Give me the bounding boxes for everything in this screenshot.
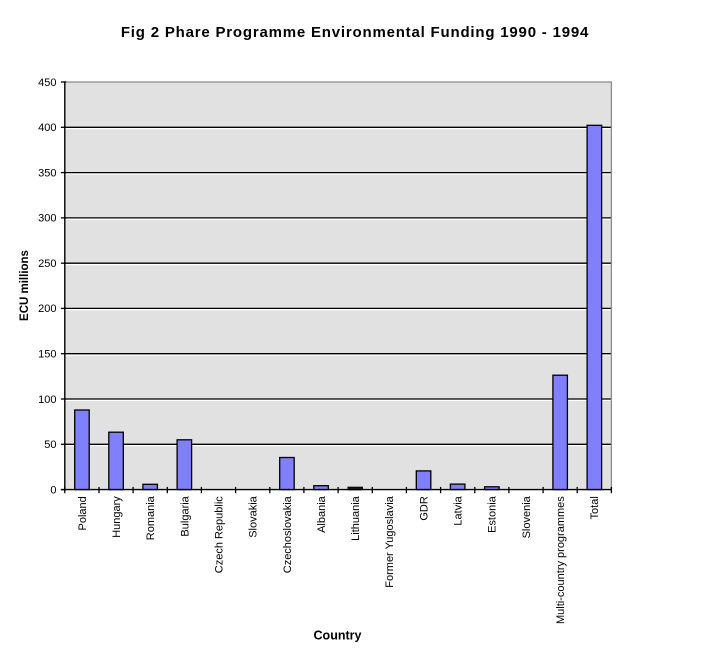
svg-text:Latvia: Latvia bbox=[453, 495, 465, 525]
svg-text:250: 250 bbox=[38, 258, 56, 270]
svg-text:300: 300 bbox=[38, 213, 56, 225]
svg-text:Slovakia: Slovakia bbox=[248, 495, 260, 537]
svg-text:Multi-country programmes: Multi-country programmes bbox=[555, 496, 567, 624]
svg-text:Czech Republic: Czech Republic bbox=[213, 496, 225, 574]
svg-text:150: 150 bbox=[38, 349, 56, 361]
svg-text:Czechoslovakia: Czechoslovakia bbox=[282, 495, 294, 573]
svg-text:Lithuania: Lithuania bbox=[350, 495, 362, 541]
svg-text:GDR: GDR bbox=[418, 496, 430, 521]
svg-text:Total: Total bbox=[589, 496, 601, 519]
svg-text:50: 50 bbox=[44, 439, 56, 451]
svg-text:Slovenia: Slovenia bbox=[521, 495, 533, 538]
svg-text:Country: Country bbox=[314, 628, 362, 642]
svg-text:400: 400 bbox=[38, 122, 56, 134]
svg-text:100: 100 bbox=[38, 394, 56, 406]
svg-text:Former Yugoslavia: Former Yugoslavia bbox=[384, 495, 396, 587]
svg-text:Hungary: Hungary bbox=[111, 496, 123, 538]
svg-text:200: 200 bbox=[38, 303, 56, 315]
svg-text:Fig 2 Phare Programme Environm: Fig 2 Phare Programme Environmental Fund… bbox=[121, 24, 589, 41]
svg-text:Estonia: Estonia bbox=[487, 495, 499, 533]
svg-text:Bulgaria: Bulgaria bbox=[179, 495, 191, 536]
svg-text:Albania: Albania bbox=[316, 495, 328, 533]
svg-text:Romania: Romania bbox=[145, 495, 157, 540]
svg-text:0: 0 bbox=[50, 484, 56, 496]
svg-text:Poland: Poland bbox=[77, 496, 89, 530]
svg-text:350: 350 bbox=[38, 167, 56, 179]
svg-text:ECU millions: ECU millions bbox=[19, 250, 31, 321]
svg-text:450: 450 bbox=[38, 77, 56, 89]
